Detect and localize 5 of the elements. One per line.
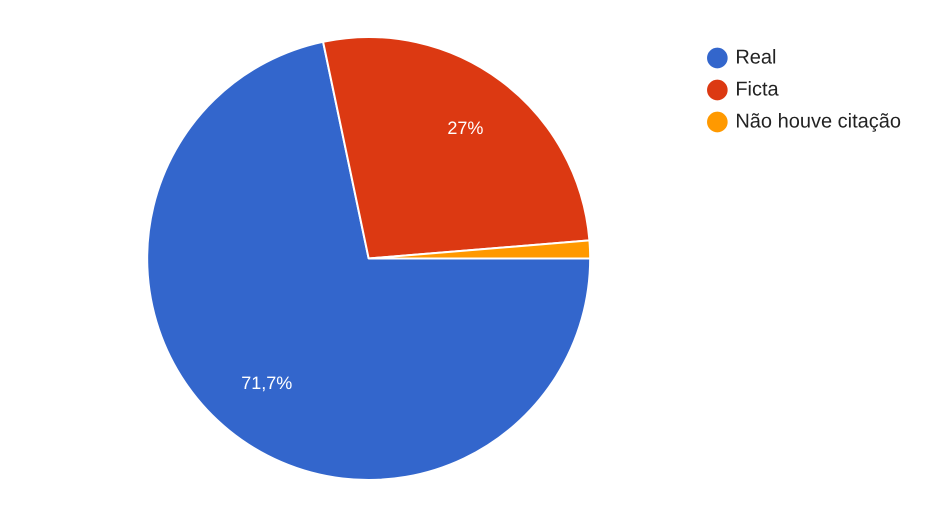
legend-label: Real (735, 46, 776, 69)
data-label: 27% (447, 118, 484, 138)
data-label: 71,7% (241, 373, 292, 394)
legend-label: Não houve citação (735, 110, 902, 133)
legend-label: Ficta (735, 78, 780, 101)
